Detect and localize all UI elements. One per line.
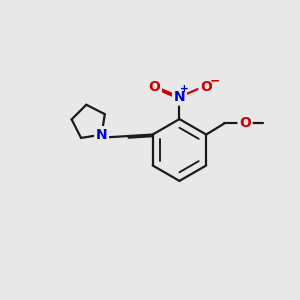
Text: −: − [209, 75, 220, 88]
Text: N: N [96, 128, 107, 142]
Text: +: + [180, 84, 188, 94]
Text: N: N [174, 90, 185, 104]
Text: O: O [200, 80, 212, 94]
Text: O: O [148, 80, 160, 94]
Text: O: O [239, 116, 251, 130]
